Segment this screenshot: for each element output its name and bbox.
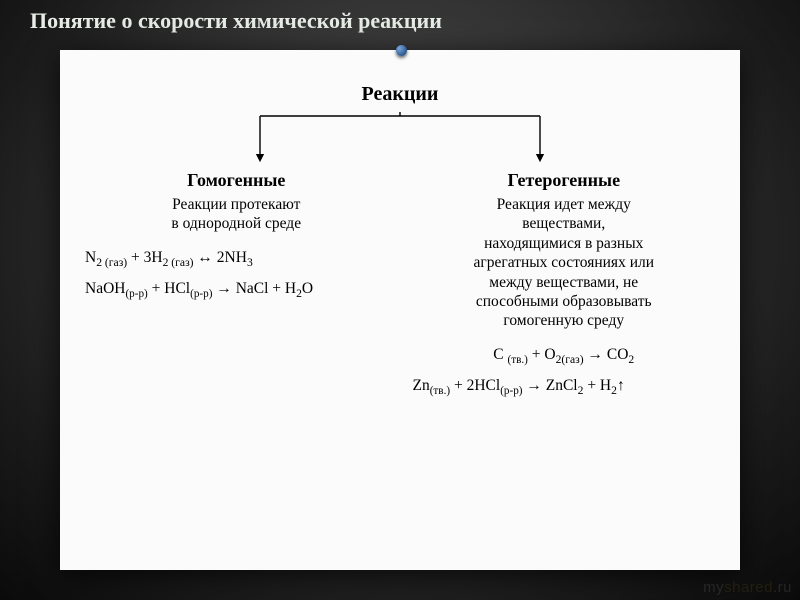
columns-row: Гомогенные Реакции протекаютв однородной… xyxy=(85,170,715,407)
section-title: Реакции xyxy=(85,83,715,106)
branch-lines xyxy=(260,112,540,158)
paper-panel: Реакции Гомогенные Реакции протекаютв од… xyxy=(60,50,740,570)
col-right-equations: C (тв.) + O2(газ) → CO2 Zn(тв.) + 2HCl(р-… xyxy=(413,345,716,396)
equation: N2 (газ) + 3H2 (газ) ↔ 2NH3 xyxy=(85,248,388,267)
watermark: myshared.ru xyxy=(703,579,792,596)
slide-title: Понятие о скорости химической реакции xyxy=(30,8,770,34)
col-right-desc: Реакция идет междувеществами,находящимис… xyxy=(413,195,716,331)
column-heterogeneous: Гетерогенные Реакция идет междувеществам… xyxy=(413,170,716,407)
col-right-title: Гетерогенные xyxy=(413,170,716,191)
col-left-equations: N2 (газ) + 3H2 (газ) ↔ 2NH3 NaOH(р-р) + H… xyxy=(85,248,388,299)
col-left-desc: Реакции протекаютв однородной среде xyxy=(85,195,388,234)
equation: C (тв.) + O2(газ) → CO2 xyxy=(413,345,716,364)
branch-diagram xyxy=(190,110,610,170)
watermark-part-b: shared xyxy=(724,579,773,596)
watermark-part-c: .ru xyxy=(773,579,792,596)
equation: Zn(тв.) + 2HCl(р-р) → ZnCl2 + H2↑ xyxy=(413,376,716,395)
push-pin-icon xyxy=(396,45,407,56)
col-left-title: Гомогенные xyxy=(85,170,388,191)
column-homogeneous: Гомогенные Реакции протекаютв однородной… xyxy=(85,170,388,407)
equation: NaOH(р-р) + HCl(р-р) → NaCl + H2O xyxy=(85,279,388,298)
watermark-part-a: my xyxy=(703,579,724,596)
slide-background: Понятие о скорости химической реакции Ре… xyxy=(0,0,800,600)
